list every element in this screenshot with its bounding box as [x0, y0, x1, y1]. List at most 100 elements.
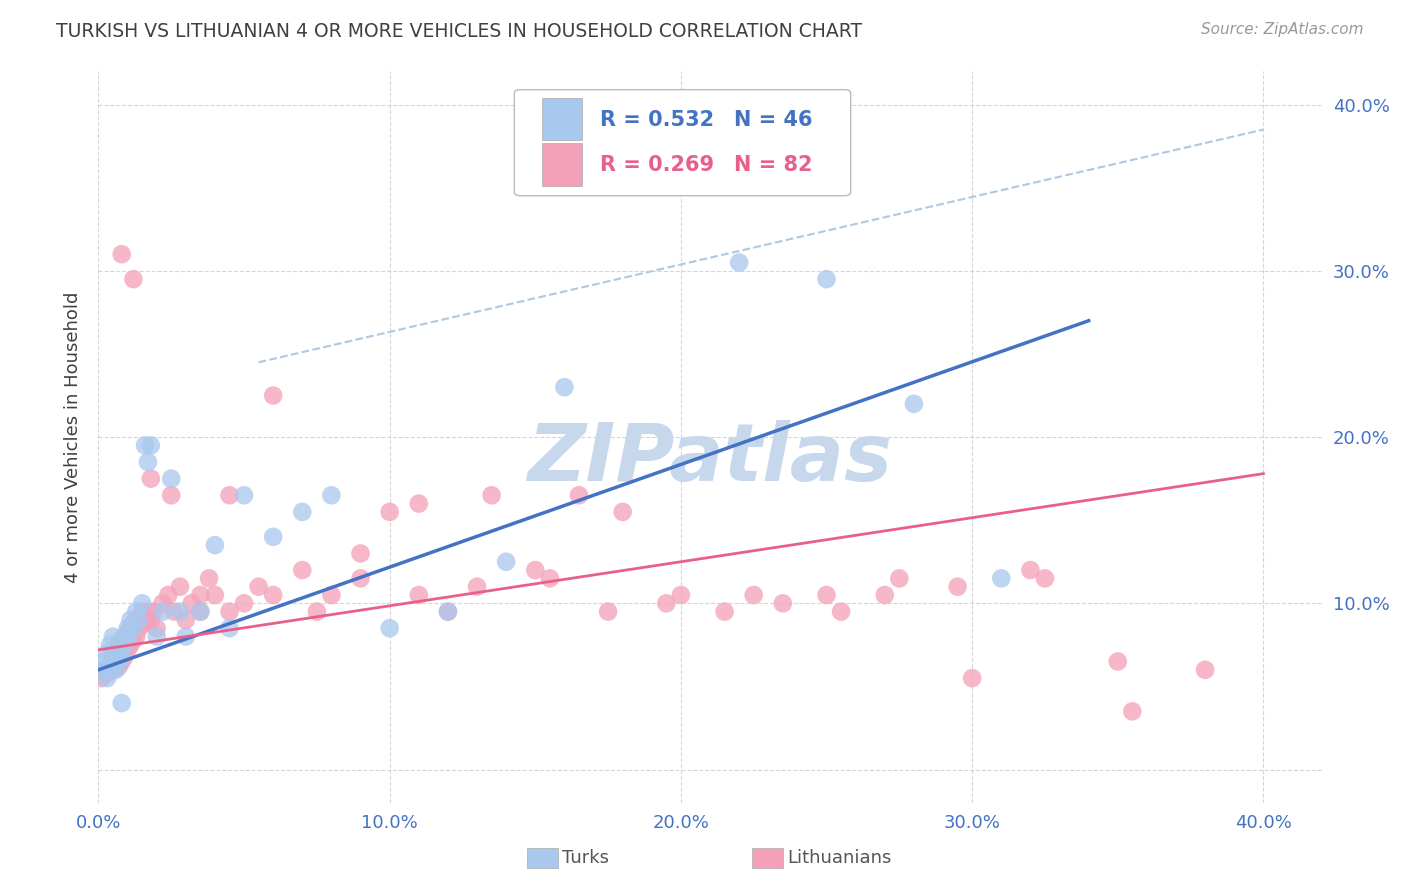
Point [90, 671, 112, 685]
Point [131, 609, 153, 624]
Point [104, 646, 127, 660]
Text: Source: ZipAtlas.com: Source: ZipAtlas.com [1201, 22, 1364, 37]
Point [101, 663, 124, 677]
Point [104, 663, 127, 677]
Point [98, 638, 121, 652]
Point [122, 632, 145, 647]
Point [108, 659, 131, 673]
Point [117, 626, 139, 640]
Point [163, 605, 186, 619]
Point [596, 605, 619, 619]
Point [1019, 563, 1042, 577]
Point [1107, 655, 1129, 669]
Point [349, 546, 371, 560]
Point [742, 588, 765, 602]
Point [481, 488, 503, 502]
Point [408, 497, 430, 511]
Point [104, 646, 127, 660]
Text: R = 0.269: R = 0.269 [600, 155, 714, 176]
Point [125, 613, 148, 627]
Point [612, 505, 634, 519]
Point [96, 646, 118, 660]
Point [160, 488, 183, 502]
Point [114, 638, 136, 652]
Point [125, 605, 148, 619]
Point [903, 397, 925, 411]
Point [204, 588, 226, 602]
Point [114, 630, 136, 644]
Point [128, 621, 150, 635]
Point [495, 555, 517, 569]
Point [111, 632, 134, 647]
Point [233, 596, 256, 610]
Point [128, 613, 150, 627]
Point [114, 649, 136, 664]
Point [188, 605, 212, 619]
FancyBboxPatch shape [515, 90, 851, 195]
Point [117, 643, 139, 657]
Point [305, 605, 328, 619]
Point [960, 671, 983, 685]
Point [145, 621, 167, 635]
Point [174, 630, 197, 644]
Text: ZIPatlas: ZIPatlas [527, 420, 893, 498]
Point [1121, 705, 1143, 719]
Point [142, 605, 165, 619]
Point [553, 380, 575, 394]
Point [134, 438, 156, 452]
Point [465, 580, 488, 594]
Point [139, 613, 162, 627]
Point [111, 247, 134, 261]
Point [111, 655, 134, 669]
Point [233, 488, 256, 502]
Point [108, 638, 131, 652]
Point [180, 596, 202, 610]
Point [108, 655, 131, 669]
Point [122, 272, 145, 286]
Point [169, 605, 191, 619]
Point [262, 388, 284, 402]
Point [378, 621, 401, 635]
Y-axis label: 4 or more Vehicles in Household: 4 or more Vehicles in Household [65, 292, 83, 582]
Point [655, 596, 678, 610]
Point [728, 255, 751, 269]
Point [131, 605, 153, 619]
Point [946, 580, 969, 594]
Point [139, 438, 162, 452]
Point [889, 571, 911, 585]
Text: Lithuanians: Lithuanians [787, 849, 891, 867]
Point [1194, 663, 1216, 677]
Point [437, 605, 460, 619]
Point [188, 605, 212, 619]
Point [139, 472, 162, 486]
Point [321, 588, 343, 602]
Point [160, 472, 183, 486]
Point [713, 605, 735, 619]
Point [136, 455, 159, 469]
Point [568, 488, 591, 502]
FancyBboxPatch shape [543, 98, 582, 140]
Point [122, 621, 145, 635]
Point [218, 605, 240, 619]
Point [772, 596, 794, 610]
Point [152, 596, 174, 610]
Point [101, 630, 124, 644]
Point [830, 605, 852, 619]
Point [291, 563, 314, 577]
Point [122, 616, 145, 631]
Point [524, 563, 547, 577]
FancyBboxPatch shape [543, 144, 582, 186]
Point [98, 659, 121, 673]
Point [262, 588, 284, 602]
Point [120, 621, 142, 635]
Point [117, 630, 139, 644]
Point [104, 655, 127, 669]
Point [437, 605, 460, 619]
Point [321, 488, 343, 502]
Point [291, 505, 314, 519]
Point [408, 588, 430, 602]
Point [101, 655, 124, 669]
Point [378, 505, 401, 519]
Point [93, 655, 115, 669]
Point [218, 488, 240, 502]
